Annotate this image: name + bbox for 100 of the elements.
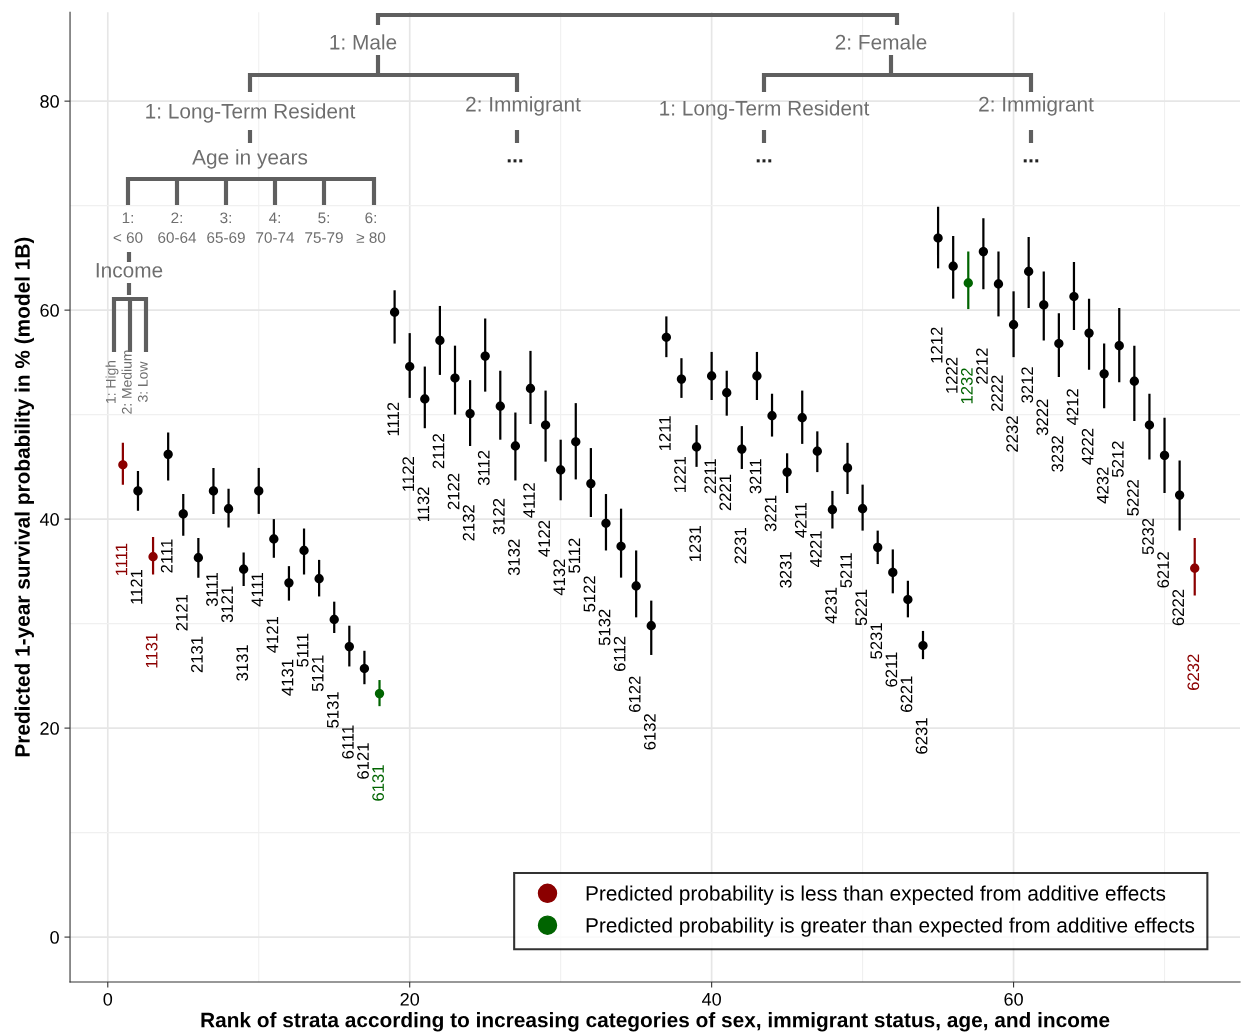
x-tick-label: 0 — [103, 992, 113, 1006]
annotation: 6112 — [613, 636, 626, 671]
y-tick-label: 80 — [40, 95, 59, 108]
annotation: 3221 — [764, 495, 777, 532]
annotation: 1111 — [115, 543, 128, 576]
annotation: 5232 — [1142, 518, 1154, 555]
annotation: 5111 — [296, 633, 309, 667]
annotation: 5212 — [1111, 441, 1124, 477]
annotation: 6122 — [628, 676, 641, 712]
annotation: 3111 — [206, 573, 218, 607]
annotation: 2131 — [191, 636, 203, 673]
y-tick-label: 20 — [40, 722, 59, 735]
x-axis-title: Rank of strata according to increasing categories of sex, immigrant status, age, and income — [201, 1012, 1110, 1032]
annotation: 4221 — [809, 531, 822, 568]
annotation: 4132 — [553, 559, 566, 596]
annotation: 6111 — [342, 725, 354, 759]
annotation: 1222 — [945, 357, 958, 393]
annotation: 2222 — [991, 375, 1003, 411]
y-tick-label: 0 — [50, 931, 59, 944]
annotation: 2211 — [704, 459, 716, 494]
y-tick-label: 60 — [40, 304, 59, 317]
annotation: 6132 — [643, 714, 656, 750]
annotation: 6232 — [1187, 654, 1200, 690]
annotation: 2: Immigrant — [979, 96, 1094, 116]
annotation: 3132 — [508, 539, 520, 576]
annotation: Age in years — [192, 149, 308, 169]
annotation: 2221 — [719, 474, 732, 511]
annotation: 3122 — [492, 498, 505, 535]
annotation: 1232 — [960, 368, 973, 404]
annotation: 2: Medium — [121, 350, 132, 414]
annotation: 3212 — [1021, 367, 1034, 403]
annotation: 1211 — [659, 416, 671, 451]
annotation: 5222 — [1127, 480, 1139, 516]
annotation: 5221 — [855, 589, 868, 626]
annotation: 3: Low — [137, 361, 148, 402]
annotation: 6131 — [372, 765, 384, 801]
annotation: 1112 — [387, 402, 399, 436]
annotation: 1132 — [417, 487, 430, 522]
annotation: 4211 — [794, 503, 807, 538]
annotation: 1: Long-Term Resident — [146, 103, 356, 123]
annotation: 2232 — [1006, 416, 1019, 452]
annotation: 2112 — [432, 434, 445, 469]
annotation: 5122 — [583, 576, 596, 612]
annotation: 1122 — [402, 457, 415, 491]
annotation: ... — [507, 159, 523, 163]
annotation: 2111 — [160, 539, 173, 573]
annotation: 6: ≥ 80 — [356, 212, 386, 243]
annotation: 2121 — [175, 594, 188, 631]
annotation: 4111 — [251, 573, 264, 607]
annotation: 6222 — [1172, 589, 1185, 626]
x-tick-label: 40 — [702, 992, 721, 1006]
annotation: ... — [756, 159, 772, 163]
annotation: 1212 — [930, 327, 943, 363]
annotation: 4231 — [825, 587, 837, 624]
x-tick-label: 60 — [1004, 992, 1023, 1006]
annotation: 3131 — [236, 645, 249, 681]
annotation: 2: 60-64 — [158, 212, 197, 243]
annotation: 1231 — [689, 526, 702, 562]
legend-label: Predicted probability is less than expected from additive effects — [586, 885, 1166, 905]
annotation: 5112 — [568, 538, 581, 573]
annotation: 4212 — [1066, 389, 1079, 426]
annotation: 4131 — [281, 659, 294, 696]
annotation: 2: Immigrant — [466, 96, 581, 116]
annotation: 4112 — [523, 483, 535, 518]
annotation: 5131 — [326, 692, 339, 728]
annotation: Income — [96, 263, 163, 278]
annotation: 5132 — [598, 609, 611, 646]
annotation: 1: High — [105, 360, 119, 403]
annotation: 3211 — [749, 459, 762, 494]
annotation: 3112 — [477, 450, 490, 486]
annotation: 4122 — [538, 520, 550, 557]
annotation: 2122 — [447, 473, 460, 510]
annotation: 6212 — [1157, 552, 1170, 588]
annotation: 3: 65-69 — [207, 212, 245, 243]
annotation: 4232 — [1096, 467, 1109, 504]
x-tick-label: 20 — [400, 992, 420, 1006]
annotation: 6211 — [885, 652, 898, 687]
annotation: 3231 — [779, 552, 792, 588]
annotation: 5231 — [870, 623, 883, 659]
annotation: 1: < 60 — [113, 212, 143, 243]
annotation: 6221 — [900, 676, 913, 712]
annotation: 2: Female — [835, 34, 927, 50]
annotation: 1: Male — [330, 34, 397, 50]
annotation: 4222 — [1081, 428, 1094, 465]
annotation: 6231 — [915, 718, 928, 754]
annotation: 3232 — [1051, 436, 1064, 472]
y-tick-label: 40 — [39, 513, 59, 526]
annotation: 5211 — [840, 553, 852, 588]
annotation: 1131 — [145, 633, 158, 668]
annotation: 3121 — [221, 586, 234, 623]
legend-label: Predicted probability is greater than expected from additive effects — [586, 917, 1195, 937]
annotation: 1121 — [130, 569, 143, 604]
annotation: 1: Long-Term Resident — [660, 100, 870, 120]
annotation: 4: 70-74 — [256, 212, 295, 243]
annotation: 3222 — [1036, 399, 1049, 436]
annotation: 2231 — [734, 528, 747, 564]
annotation: 2132 — [462, 505, 475, 541]
annotation: 2212 — [976, 348, 988, 384]
y-axis-title: Predicted 1-year survival probability in % (model 1B) — [14, 237, 34, 757]
annotation: 6121 — [357, 743, 369, 779]
